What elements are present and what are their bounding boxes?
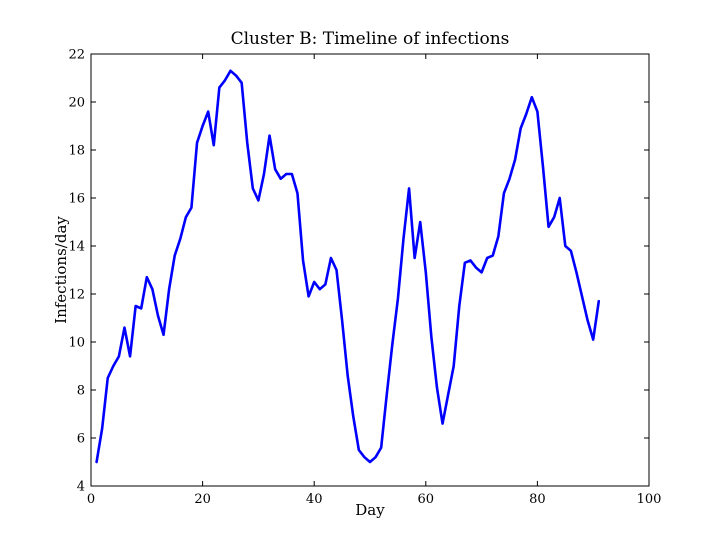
y-tick-label: 10 xyxy=(68,336,85,351)
y-tick-label: 22 xyxy=(68,48,85,63)
x-tick-label: 80 xyxy=(529,492,546,507)
y-tick-label: 12 xyxy=(68,288,85,303)
y-tick-label: 8 xyxy=(77,384,85,399)
y-tick-label: 18 xyxy=(68,144,85,159)
x-axis-label: Day xyxy=(355,501,385,519)
y-tick-label: 14 xyxy=(68,240,85,255)
y-tick-label: 4 xyxy=(77,480,85,495)
plot-area: 0 20 40 60 80 100 4 6 8 10 12 14 16 18 20 22 xyxy=(68,48,661,508)
x-tick-label: 40 xyxy=(306,492,323,507)
y-tick-label: 6 xyxy=(77,432,85,447)
y-tick-label: 20 xyxy=(68,96,85,111)
series-line xyxy=(95,69,601,464)
plot-frame xyxy=(90,53,650,487)
x-tick-label: 0 xyxy=(87,492,95,507)
x-tick-label: 60 xyxy=(418,492,435,507)
y-tick-label: 16 xyxy=(68,192,85,207)
chart-title: Cluster B: Timeline of infections xyxy=(231,29,510,49)
x-tick-label: 20 xyxy=(194,492,211,507)
y-axis-label: Infections/day xyxy=(52,216,70,324)
x-tick-label: 100 xyxy=(637,492,662,507)
